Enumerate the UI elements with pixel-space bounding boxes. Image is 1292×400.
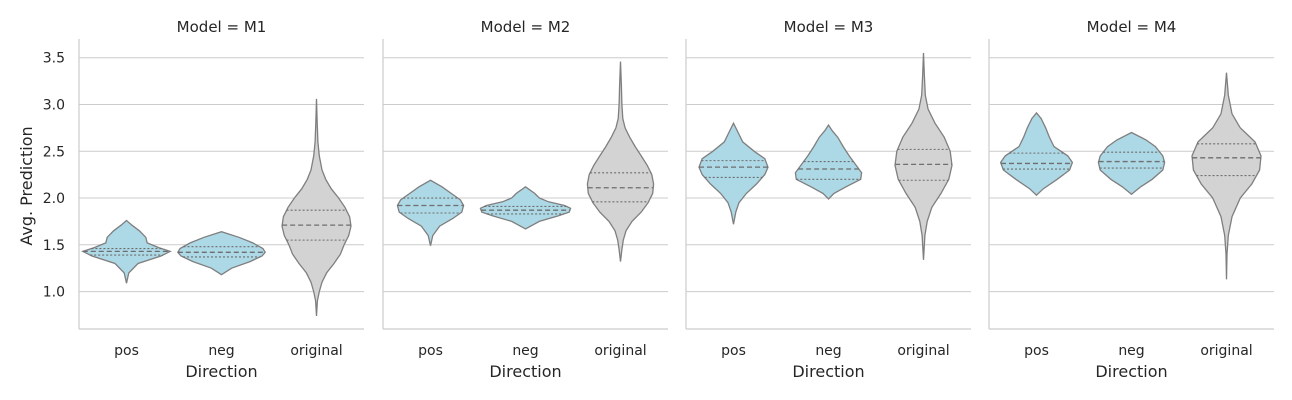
x-tick-label: neg bbox=[815, 343, 841, 359]
x-tick-label: original bbox=[1200, 343, 1252, 359]
x-axis-label: Direction bbox=[185, 362, 257, 381]
violin-neg bbox=[176, 231, 267, 276]
x-tick-label: original bbox=[290, 343, 342, 359]
x-axis-label: Direction bbox=[792, 362, 864, 381]
y-tick-label: 2.5 bbox=[43, 144, 65, 160]
violin-pos bbox=[698, 121, 769, 225]
x-axis-label: Direction bbox=[489, 362, 561, 381]
x-tick-label: pos bbox=[418, 343, 443, 359]
panel-title: Model = M2 bbox=[481, 18, 571, 36]
x-tick-label: original bbox=[897, 343, 949, 359]
facet-panel-4: Model = M4 Direction pos neg original bbox=[988, 18, 1274, 381]
violin-neg bbox=[479, 186, 572, 230]
violin-original bbox=[586, 61, 655, 262]
x-tick-label: neg bbox=[1118, 343, 1144, 359]
x-tick-label: pos bbox=[1024, 343, 1049, 359]
x-tick-label: neg bbox=[512, 343, 538, 359]
x-tick-label: original bbox=[594, 343, 646, 359]
x-tick-label: pos bbox=[721, 343, 746, 359]
violin-original bbox=[894, 52, 953, 260]
panel-title: Model = M1 bbox=[177, 18, 267, 36]
y-axis-label: Avg. Prediction bbox=[17, 126, 36, 245]
y-tick-label: 1.0 bbox=[43, 285, 65, 301]
facet-panel-2: Model = M2 Direction pos neg original bbox=[382, 18, 668, 381]
facet-panel-1: 1.0 1.5 2.0 2.5 3.0 3.5 Model = M1 Direction pos… bbox=[43, 18, 364, 381]
y-tick-label: 2.0 bbox=[43, 191, 65, 207]
x-tick-label: neg bbox=[208, 343, 234, 359]
violin-pos bbox=[999, 111, 1074, 197]
violin-neg bbox=[1097, 131, 1166, 196]
x-axis-label: Direction bbox=[1095, 362, 1167, 381]
facet-panel-3: Model = M3 Direction pos neg original bbox=[685, 18, 971, 381]
y-tick-label: 3.5 bbox=[43, 51, 65, 67]
y-tick-label: 1.5 bbox=[43, 238, 65, 254]
panel-title: Model = M4 bbox=[1087, 18, 1177, 36]
violin-original bbox=[281, 98, 352, 316]
panel-title: Model = M3 bbox=[784, 18, 874, 36]
y-tick-label: 3.0 bbox=[43, 97, 65, 113]
x-tick-label: pos bbox=[114, 343, 139, 359]
